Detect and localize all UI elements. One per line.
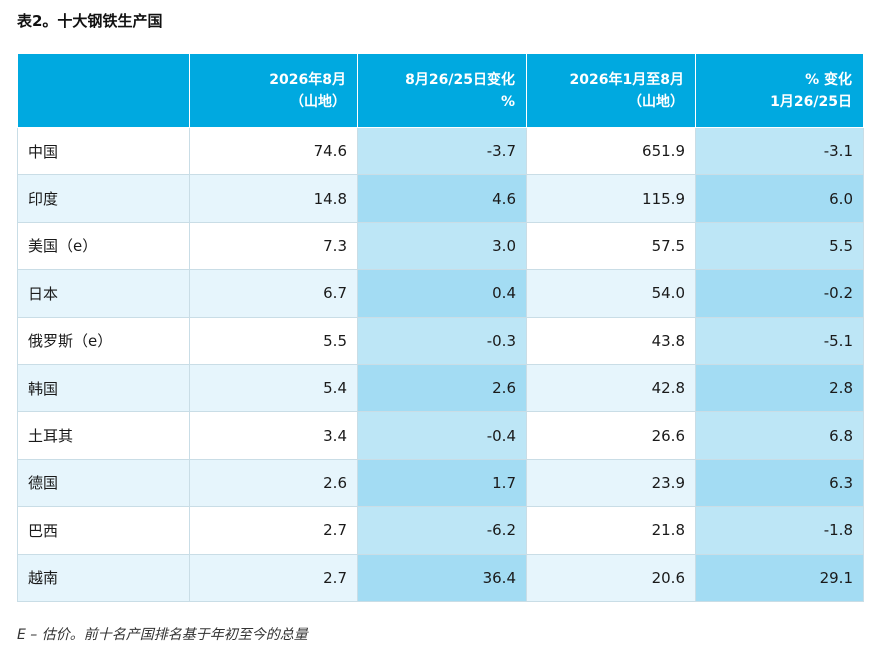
aug-change-cell: 1.7 bbox=[357, 458, 527, 508]
table-header-row: 2026年8月 （山地） 8月26/25日变化 % 2026年1月至8月 （山地… bbox=[17, 53, 864, 128]
ytd-value-cell: 57.5 bbox=[526, 221, 696, 271]
steel-producers-table: 2026年8月 （山地） 8月26/25日变化 % 2026年1月至8月 （山地… bbox=[17, 53, 864, 602]
country-cell: 德国 bbox=[17, 458, 190, 508]
ytd-change-cell: -3.1 bbox=[695, 126, 864, 176]
aug-value-cell: 7.3 bbox=[189, 221, 358, 271]
country-cell: 韩国 bbox=[17, 363, 190, 413]
ytd-value-cell: 42.8 bbox=[526, 363, 696, 413]
table-row: 俄罗斯（e） 5.5 -0.3 43.8 -5.1 bbox=[17, 316, 864, 365]
country-cell: 印度 bbox=[17, 174, 190, 223]
ytd-change-cell: 2.8 bbox=[695, 363, 864, 413]
header-line: （山地） bbox=[290, 93, 346, 110]
header-ytd-production: 2026年1月至8月 （山地） bbox=[526, 53, 696, 128]
table-row: 越南 2.7 36.4 20.6 29.1 bbox=[17, 553, 864, 602]
ytd-change-cell: 6.3 bbox=[695, 458, 864, 508]
aug-value-cell: 2.7 bbox=[189, 506, 358, 555]
ytd-change-cell: -5.1 bbox=[695, 316, 864, 365]
country-cell: 日本 bbox=[17, 269, 190, 318]
header-aug-change: 8月26/25日变化 % bbox=[357, 53, 527, 128]
table-row: 韩国 5.4 2.6 42.8 2.8 bbox=[17, 363, 864, 413]
table-row: 巴西 2.7 -6.2 21.8 -1.8 bbox=[17, 506, 864, 555]
aug-change-cell: 4.6 bbox=[357, 174, 527, 223]
header-line: 8月26/25日变化 bbox=[405, 71, 515, 88]
header-line: % 变化 bbox=[805, 71, 852, 88]
aug-change-cell: 0.4 bbox=[357, 269, 527, 318]
country-cell: 土耳其 bbox=[17, 411, 190, 460]
ytd-value-cell: 43.8 bbox=[526, 316, 696, 365]
ytd-value-cell: 20.6 bbox=[526, 553, 696, 602]
table-row: 印度 14.8 4.6 115.9 6.0 bbox=[17, 174, 864, 223]
ytd-change-cell: 29.1 bbox=[695, 553, 864, 602]
aug-change-cell: -0.3 bbox=[357, 316, 527, 365]
header-line: 1月26/25日 bbox=[770, 93, 852, 110]
ytd-change-cell: 6.8 bbox=[695, 411, 864, 460]
ytd-value-cell: 115.9 bbox=[526, 174, 696, 223]
table-title: 表2。十大钢铁生产国 bbox=[17, 12, 163, 30]
aug-value-cell: 2.6 bbox=[189, 458, 358, 508]
aug-change-cell: 3.0 bbox=[357, 221, 527, 271]
ytd-change-cell: 6.0 bbox=[695, 174, 864, 223]
table-row: 土耳其 3.4 -0.4 26.6 6.8 bbox=[17, 411, 864, 460]
country-cell: 巴西 bbox=[17, 506, 190, 555]
table-row: 日本 6.7 0.4 54.0 -0.2 bbox=[17, 269, 864, 318]
header-aug-production: 2026年8月 （山地） bbox=[189, 53, 358, 128]
header-line: 2026年8月 bbox=[269, 71, 346, 88]
aug-value-cell: 74.6 bbox=[189, 126, 358, 176]
country-cell: 俄罗斯（e） bbox=[17, 316, 190, 365]
table-row: 德国 2.6 1.7 23.9 6.3 bbox=[17, 458, 864, 508]
aug-value-cell: 5.4 bbox=[189, 363, 358, 413]
aug-value-cell: 14.8 bbox=[189, 174, 358, 223]
table-row: 中国 74.6 -3.7 651.9 -3.1 bbox=[17, 126, 864, 176]
country-cell: 美国（e） bbox=[17, 221, 190, 271]
header-line: % bbox=[500, 93, 515, 110]
aug-value-cell: 3.4 bbox=[189, 411, 358, 460]
country-cell: 中国 bbox=[17, 126, 190, 176]
ytd-value-cell: 23.9 bbox=[526, 458, 696, 508]
aug-value-cell: 6.7 bbox=[189, 269, 358, 318]
header-ytd-change: % 变化 1月26/25日 bbox=[695, 53, 864, 128]
country-cell: 越南 bbox=[17, 553, 190, 602]
ytd-value-cell: 21.8 bbox=[526, 506, 696, 555]
aug-change-cell: -6.2 bbox=[357, 506, 527, 555]
aug-change-cell: -0.4 bbox=[357, 411, 527, 460]
ytd-change-cell: -1.8 bbox=[695, 506, 864, 555]
ytd-value-cell: 651.9 bbox=[526, 126, 696, 176]
header-line: （山地） bbox=[628, 93, 684, 110]
ytd-change-cell: -0.2 bbox=[695, 269, 864, 318]
aug-change-cell: -3.7 bbox=[357, 126, 527, 176]
header-country bbox=[17, 53, 190, 128]
table-row: 美国（e） 7.3 3.0 57.5 5.5 bbox=[17, 221, 864, 271]
aug-value-cell: 5.5 bbox=[189, 316, 358, 365]
aug-change-cell: 2.6 bbox=[357, 363, 527, 413]
ytd-value-cell: 26.6 bbox=[526, 411, 696, 460]
footnote: E – 估价。前十名产国排名基于年初至今的总量 bbox=[17, 627, 308, 643]
aug-change-cell: 36.4 bbox=[357, 553, 527, 602]
header-line: 2026年1月至8月 bbox=[569, 71, 684, 88]
aug-value-cell: 2.7 bbox=[189, 553, 358, 602]
ytd-change-cell: 5.5 bbox=[695, 221, 864, 271]
ytd-value-cell: 54.0 bbox=[526, 269, 696, 318]
